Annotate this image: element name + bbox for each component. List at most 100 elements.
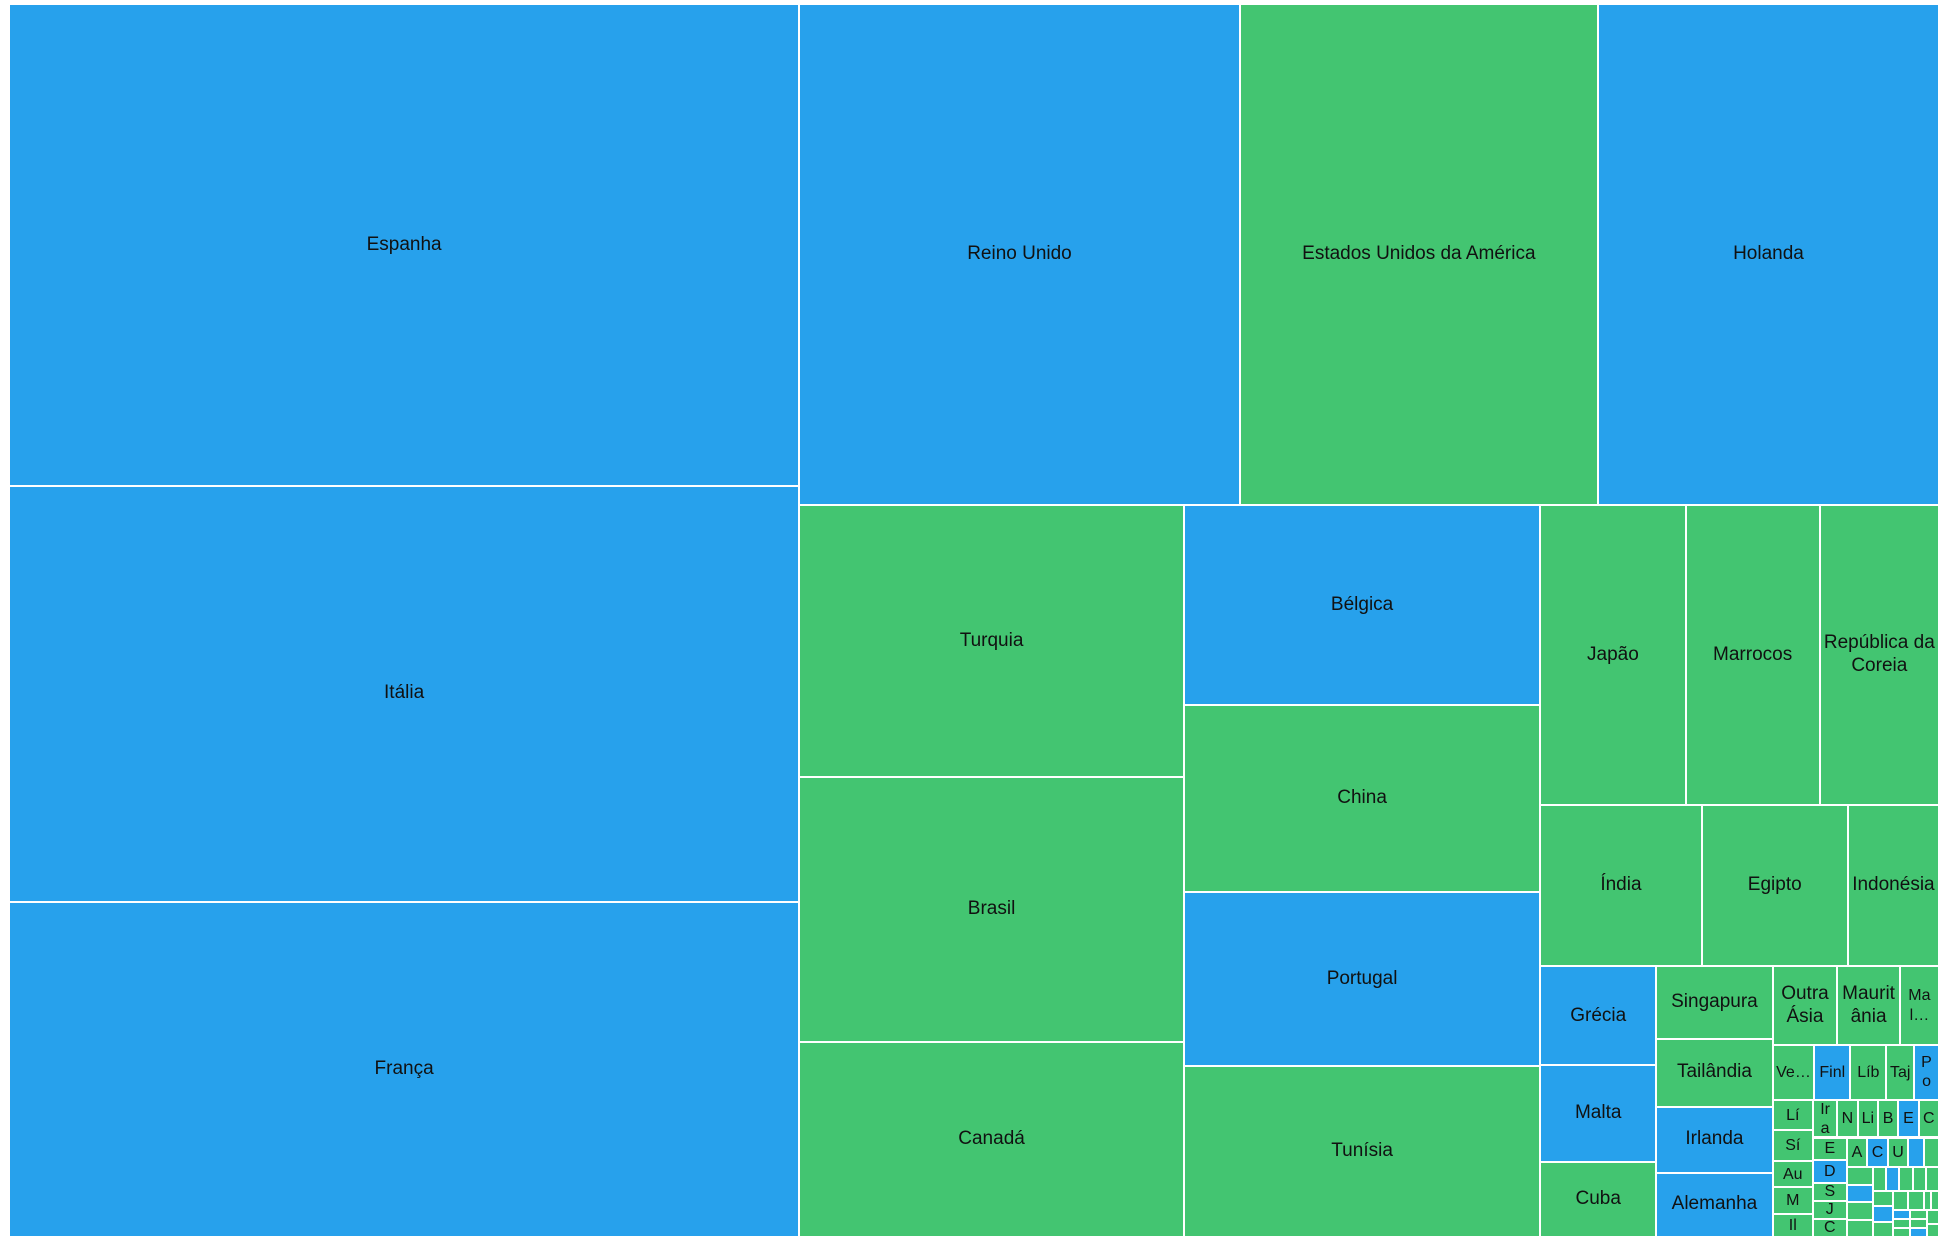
cell-label: A [1851, 1143, 1863, 1161]
treemap-cell [1873, 1167, 1887, 1191]
treemap-cell: Ve… [1772, 1044, 1815, 1100]
treemap-cell [1927, 1210, 1939, 1224]
cell-label: China [1337, 787, 1387, 809]
cell-label: Cuba [1575, 1187, 1621, 1209]
treemap-cell: Marrocos [1685, 505, 1820, 806]
treemap-cell: Irlanda [1656, 1106, 1773, 1173]
treemap-cell: C [1867, 1137, 1888, 1168]
treemap-cell [1846, 1202, 1874, 1220]
cell-label: Irlanda [1685, 1128, 1744, 1150]
cell-label: B [1882, 1110, 1894, 1128]
treemap-cell: Egipto [1701, 805, 1848, 967]
treemap-cell: Finl [1814, 1044, 1851, 1100]
cell-label: Portugal [1326, 967, 1398, 989]
treemap: Espanha Itália França Reino Unido Estados Un… [9, 4, 1939, 1237]
treemap-cell: Alemanha [1656, 1172, 1773, 1237]
treemap-cell [1892, 1219, 1911, 1229]
treemap-cell: Holanda [1597, 4, 1939, 506]
treemap-cell [1846, 1184, 1874, 1203]
cell-label: Tailândia [1676, 1061, 1752, 1083]
treemap-cell [1908, 1190, 1924, 1211]
treemap-cell: Singapura [1656, 966, 1773, 1039]
cell-label: Taj [1889, 1063, 1911, 1081]
cell-label: Itália [384, 682, 425, 704]
cell-label: J [1825, 1201, 1834, 1219]
cell-label: Ira [1820, 1100, 1830, 1137]
cell-label: Singapura [1671, 991, 1758, 1013]
treemap-cell: B [1877, 1099, 1899, 1138]
treemap-cell [1908, 1137, 1924, 1168]
treemap-cell: M [1772, 1187, 1813, 1215]
cell-label: Li [1861, 1110, 1875, 1128]
treemap-cell: U [1887, 1137, 1909, 1168]
treemap-cell: Reino Unido [799, 4, 1240, 506]
cell-label: Outra Ásia [1781, 982, 1829, 1027]
cell-label: Indonésia [1852, 874, 1935, 896]
cell-label: Turquia [959, 629, 1024, 651]
treemap-cell [1923, 1137, 1939, 1168]
treemap-cell [1912, 1167, 1926, 1191]
cell-label: Espanha [366, 233, 442, 255]
treemap-cell: Turquia [799, 505, 1184, 777]
treemap-cell: C [1812, 1218, 1847, 1237]
treemap-cell: C [1918, 1099, 1939, 1138]
cell-label: Estados Unidos da América [1302, 243, 1536, 265]
cell-label: Líb [1857, 1063, 1880, 1081]
cell-label: D [1824, 1162, 1836, 1180]
treemap-cell: Tunísia [1183, 1066, 1541, 1237]
cell-label: Grécia [1570, 1004, 1627, 1026]
cell-label: C [1923, 1110, 1935, 1128]
cell-label: Bélgica [1330, 593, 1394, 615]
treemap-cell: Líb [1850, 1044, 1887, 1100]
cell-label: S [1824, 1183, 1836, 1201]
cell-label: M [1786, 1192, 1800, 1210]
cell-label: C [1871, 1143, 1884, 1161]
treemap-cell: Japão [1540, 505, 1686, 806]
treemap-cell: J [1812, 1200, 1847, 1219]
treemap-cell: Cuba [1540, 1161, 1657, 1237]
treemap-cell [1892, 1210, 1911, 1220]
treemap-cell: E [1898, 1099, 1919, 1138]
treemap-cell [1873, 1221, 1893, 1237]
treemap-cell: Estados Unidos da América [1239, 4, 1598, 506]
treemap-cell: Li [1857, 1099, 1878, 1138]
cell-label: Tunísia [1331, 1140, 1393, 1162]
cell-label: Po [1921, 1054, 1932, 1091]
cell-label: Egipto [1747, 874, 1802, 896]
cell-label: Au [1783, 1165, 1803, 1183]
treemap-cell [1923, 1190, 1932, 1211]
cell-label: Índia [1600, 874, 1642, 896]
treemap-cell [1892, 1190, 1909, 1211]
treemap-cell: Outra Ásia [1772, 966, 1838, 1045]
treemap-cell [1886, 1167, 1900, 1191]
treemap-cell [1899, 1167, 1913, 1191]
treemap-cell [1873, 1206, 1893, 1222]
treemap-cell: S [1812, 1182, 1847, 1201]
treemap-cell: Sí [1772, 1130, 1813, 1161]
treemap-cell: Grécia [1540, 966, 1657, 1066]
treemap-cell: Espanha [9, 4, 800, 486]
cell-label: França [374, 1057, 434, 1079]
cell-label: Alemanha [1671, 1193, 1758, 1215]
treemap-cell: China [1183, 704, 1541, 893]
cell-label: Japão [1587, 643, 1639, 665]
cell-label: Brasil [967, 898, 1016, 920]
treemap-cell: D [1812, 1160, 1847, 1183]
treemap-cell [1931, 1190, 1939, 1211]
treemap-cell [1910, 1210, 1928, 1220]
cell-label: Il [1788, 1216, 1797, 1234]
cell-label: Ve… [1776, 1063, 1811, 1081]
cell-label: U [1892, 1143, 1904, 1161]
treemap-cell: Itália [9, 485, 800, 902]
cell-label: Marrocos [1713, 643, 1793, 665]
cell-label: Mal… [1908, 987, 1931, 1024]
cell-label: República da Coreia [1823, 632, 1935, 677]
treemap-cell: República da Coreia [1819, 505, 1939, 806]
treemap-cell: Il [1772, 1214, 1813, 1237]
treemap-cell: Malta [1540, 1065, 1657, 1162]
treemap-cell [1892, 1228, 1911, 1237]
treemap-cell [1927, 1223, 1939, 1237]
treemap-cell: Bélgica [1183, 505, 1541, 705]
treemap-cell [1846, 1167, 1874, 1185]
treemap-cell: Po [1914, 1044, 1939, 1100]
